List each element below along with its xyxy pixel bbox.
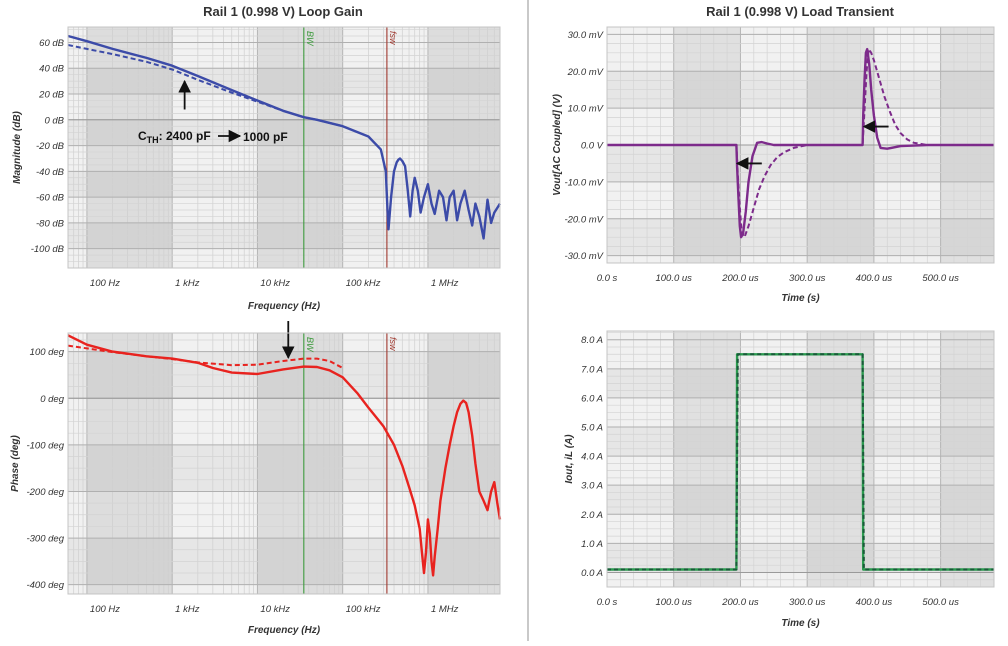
y-tick-label: 0 dB xyxy=(44,115,64,126)
series-2-line xyxy=(607,48,994,239)
y-tick-label: -10.0 mV xyxy=(564,177,604,188)
plot-border xyxy=(606,26,995,264)
x-tick-label: 10 kHz xyxy=(260,604,290,615)
y-tick-label: 1.0 A xyxy=(581,539,603,550)
chart-3: 0.0 s 100.0 us 200.0 us 300.0 us 400.0 us 500… xyxy=(552,4,995,304)
y-tick-label: 0 deg xyxy=(40,394,64,405)
y-tick-label: 8.0 A xyxy=(581,335,603,346)
y-axis-label: Iout, iL (A) xyxy=(564,434,575,484)
x-tick-label: 1 MHz xyxy=(431,604,459,615)
x-tick-label: 300.0 us xyxy=(789,597,826,608)
y-tick-label: 0.0 A xyxy=(581,568,603,579)
y-tick-label: -100 dB xyxy=(31,244,65,255)
x-tick-label: 100 Hz xyxy=(90,604,120,615)
y-tick-label: -30.0 mV xyxy=(564,251,604,262)
y-tick-label: 2.0 A xyxy=(580,510,603,521)
plot-border xyxy=(67,332,501,595)
x-tick-label: 0.0 s xyxy=(597,273,618,284)
x-tick-label: 100.0 us xyxy=(655,273,692,284)
x-tick-label: 100 kHz xyxy=(346,604,381,615)
annotation-value-1: : 2400 pF xyxy=(159,129,211,143)
decade-band xyxy=(427,27,500,268)
marker-label-bw: BW xyxy=(305,337,315,353)
decade-band xyxy=(257,333,343,594)
x-tick-label: 100 Hz xyxy=(90,278,120,289)
x-tick-label: 200.0 us xyxy=(721,273,759,284)
decade-band xyxy=(427,333,500,594)
annotation-value-2: 1000 pF xyxy=(243,130,288,144)
decade-band xyxy=(257,27,343,268)
series-2-line xyxy=(67,44,343,128)
annotation-c: C xyxy=(138,129,147,143)
y-axis-label: Vout[AC Coupled] (V) xyxy=(552,93,563,196)
x-tick-label: 1 kHz xyxy=(175,604,200,615)
y-tick-label: -200 deg xyxy=(26,487,64,498)
annotation-label: CTH: 2400 pF xyxy=(138,129,211,145)
x-tick-label: 500.0 us xyxy=(922,597,959,608)
y-tick-label: 20.0 mV xyxy=(567,67,605,78)
y-tick-label: 60 dB xyxy=(39,38,64,49)
annotation-sub: TH xyxy=(147,135,159,145)
x-tick-label: 300.0 us xyxy=(789,273,826,284)
plot-border xyxy=(67,26,501,269)
y-tick-label: 4.0 A xyxy=(581,452,603,463)
time-band xyxy=(673,331,741,587)
y-tick-label: 40 dB xyxy=(39,64,64,75)
chart-title: Rail 1 (0.998 V) Loop Gain xyxy=(203,4,363,19)
x-tick-label: 100.0 us xyxy=(655,597,692,608)
panel-divider xyxy=(527,0,529,641)
y-tick-label: -20 dB xyxy=(36,141,65,152)
y-tick-label: 30.0 mV xyxy=(568,30,605,41)
x-axis-label: Time (s) xyxy=(781,618,820,629)
y-tick-label: 0.0 V xyxy=(581,141,605,152)
y-tick-label: -300 deg xyxy=(26,534,64,545)
chart-1: BW fsw 100 Hz 1 kHz 10 kHz 100 kHz 1 MHz 60 dB 4… xyxy=(12,4,502,312)
y-tick-label: 20 dB xyxy=(38,90,64,101)
y-tick-label: -100 deg xyxy=(26,440,64,451)
marker-label-fsw: fsw xyxy=(388,337,398,351)
series-2-line xyxy=(607,353,994,571)
x-tick-label: 10 kHz xyxy=(260,278,290,289)
x-tick-label: 400.0 us xyxy=(856,273,893,284)
series-1-line xyxy=(67,334,502,577)
plot-area xyxy=(607,331,994,587)
plot-border xyxy=(606,330,995,588)
x-axis-label: Frequency (Hz) xyxy=(248,625,321,636)
y-tick-label: -400 deg xyxy=(26,580,64,591)
chart-2: BW fsw 100 Hz 1 kHz 10 kHz 100 kHz 1 MHz 100 de… xyxy=(10,321,502,636)
series-2-line xyxy=(67,344,344,369)
y-tick-label: 5.0 A xyxy=(581,423,603,434)
y-tick-label: 3.0 A xyxy=(581,481,603,492)
y-tick-label: 7.0 A xyxy=(581,364,603,375)
decade-band xyxy=(86,333,173,594)
y-tick-label: -40 dB xyxy=(36,167,65,178)
x-tick-label: 400.0 us xyxy=(856,597,893,608)
y-tick-label: 100 deg xyxy=(30,347,65,358)
chart-title: Rail 1 (0.998 V) Load Transient xyxy=(706,4,895,19)
x-tick-label: 200.0 us xyxy=(721,597,759,608)
y-tick-label: -20.0 mV xyxy=(564,214,604,225)
x-tick-label: 1 kHz xyxy=(175,278,200,289)
x-axis-label: Time (s) xyxy=(781,293,820,304)
y-axis-label: Phase (deg) xyxy=(10,434,21,491)
decade-band xyxy=(86,27,173,268)
x-axis-label: Frequency (Hz) xyxy=(248,301,321,312)
x-tick-label: 500.0 us xyxy=(922,273,959,284)
y-tick-label: -60 dB xyxy=(36,193,65,204)
chart-4: 0.0 s 100.0 us 200.0 us 300.0 us 400.0 us 500… xyxy=(564,330,995,629)
y-tick-label: 6.0 A xyxy=(581,393,603,404)
marker-label-fsw: fsw xyxy=(388,31,398,45)
y-axis-label: Magnitude (dB) xyxy=(12,110,23,183)
y-tick-label: 10.0 mV xyxy=(568,104,605,115)
x-tick-label: 100 kHz xyxy=(346,278,381,289)
x-tick-label: 1 MHz xyxy=(431,278,459,289)
x-tick-label: 0.0 s xyxy=(597,597,618,608)
y-tick-label: -80 dB xyxy=(36,218,65,229)
marker-label-bw: BW xyxy=(305,31,315,47)
